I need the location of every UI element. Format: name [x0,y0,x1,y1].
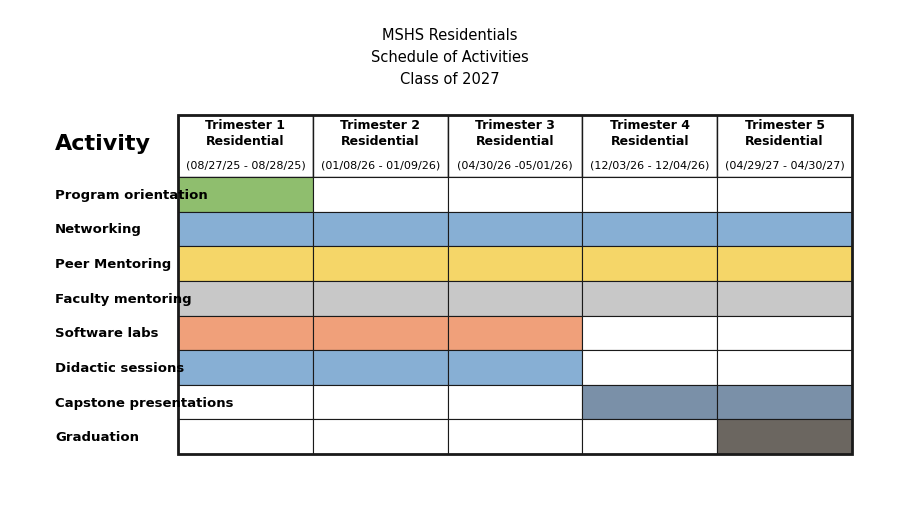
Bar [178,281,313,316]
Bar [178,116,852,454]
Text: (04/30/26 -05/01/26): (04/30/26 -05/01/26) [457,160,572,170]
Text: MSHS Residentials
Schedule of Activities
Class of 2027: MSHS Residentials Schedule of Activities… [371,28,529,87]
Bar [717,420,852,454]
Text: Didactic sessions: Didactic sessions [55,361,184,374]
Bar [178,350,313,385]
Text: Program orientation: Program orientation [55,188,208,201]
Bar [582,385,717,420]
Bar [178,178,313,212]
Bar [447,420,582,454]
Bar [178,385,313,420]
Bar [313,281,447,316]
Bar [717,247,852,281]
Bar [582,247,717,281]
Text: Faculty mentoring: Faculty mentoring [55,292,192,305]
Bar [447,385,582,420]
Text: (04/29/27 - 04/30/27): (04/29/27 - 04/30/27) [724,160,844,170]
Text: (08/27/25 - 08/28/25): (08/27/25 - 08/28/25) [185,160,305,170]
Bar [447,281,582,316]
Bar [717,385,852,420]
Bar [313,350,447,385]
Bar [313,316,447,350]
Text: (01/08/26 - 01/09/26): (01/08/26 - 01/09/26) [320,160,440,170]
Text: Capstone presentations: Capstone presentations [55,396,233,409]
Text: (12/03/26 - 12/04/26): (12/03/26 - 12/04/26) [590,160,709,170]
Bar [582,178,717,212]
Bar [178,212,313,247]
Bar [582,281,717,316]
Bar [717,281,852,316]
Text: Peer Mentoring: Peer Mentoring [55,258,171,271]
Text: Trimester 4
Residential: Trimester 4 Residential [610,118,689,148]
Bar [582,212,717,247]
Bar [717,350,852,385]
Bar [582,316,717,350]
Bar [447,316,582,350]
Text: Trimester 5
Residential: Trimester 5 Residential [744,118,824,148]
Bar [717,116,852,178]
Text: Activity: Activity [55,134,151,154]
Text: Trimester 1
Residential: Trimester 1 Residential [205,118,285,148]
Bar [582,116,717,178]
Bar [717,316,852,350]
Bar [447,178,582,212]
Text: Software labs: Software labs [55,327,158,340]
Bar [178,247,313,281]
Bar [582,420,717,454]
Bar [717,178,852,212]
Bar [313,178,447,212]
Bar [582,350,717,385]
Bar [447,247,582,281]
Text: Networking: Networking [55,223,142,236]
Text: Graduation: Graduation [55,430,139,443]
Bar [178,316,313,350]
Bar [447,350,582,385]
Bar [313,212,447,247]
Bar [447,212,582,247]
Bar [178,116,313,178]
Bar [313,420,447,454]
Bar [717,212,852,247]
Bar [447,116,582,178]
Text: Trimester 3
Residential: Trimester 3 Residential [475,118,555,148]
Bar [178,420,313,454]
Bar [313,385,447,420]
Text: Trimester 2
Residential: Trimester 2 Residential [340,118,420,148]
Bar [313,116,447,178]
Bar [313,247,447,281]
